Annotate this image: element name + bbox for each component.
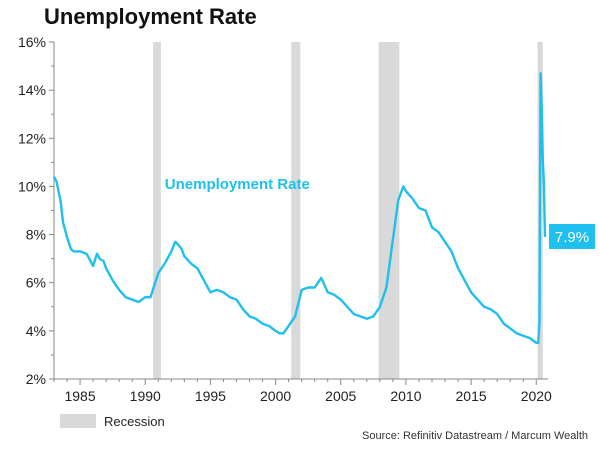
last-value-label: 7.9% xyxy=(555,229,589,246)
y-tick-label: 14% xyxy=(18,82,46,98)
series-line-unemployment-rate xyxy=(52,72,547,345)
y-tick-label: 4% xyxy=(26,323,46,339)
legend: Recession xyxy=(60,414,165,429)
x-tick-label: 2015 xyxy=(456,388,487,404)
annotations: Unemployment Rate 7.9% xyxy=(165,176,596,249)
x-tick-label: 2010 xyxy=(390,388,421,404)
recession-band xyxy=(153,42,161,379)
recession-band xyxy=(291,42,301,379)
recession-bands xyxy=(153,42,543,379)
x-tick-label: 2005 xyxy=(325,388,356,404)
legend-label-recession: Recession xyxy=(104,414,165,429)
legend-swatch-recession xyxy=(60,414,96,428)
source-note: Source: Refinitiv Datastream / Marcum We… xyxy=(362,430,588,442)
chart-title: Unemployment Rate xyxy=(44,4,257,29)
x-tick-label: 1990 xyxy=(130,388,161,404)
last-value-callout xyxy=(549,223,596,249)
y-tick-label: 12% xyxy=(18,130,46,146)
x-tick-label: 1985 xyxy=(64,388,95,404)
x-tick-label: 2000 xyxy=(260,388,291,404)
y-tick-label: 8% xyxy=(26,227,46,243)
series-layer xyxy=(52,72,547,345)
y-tick-label: 16% xyxy=(18,34,46,50)
x-tick-label: 2020 xyxy=(521,388,552,404)
y-tick-label: 6% xyxy=(26,275,46,291)
axes: 2% 4% 6% 8% 10% 12% 14% 16% 1985 1990 1995 2000 2005… xyxy=(18,34,552,404)
x-tick-label: 1995 xyxy=(195,388,226,404)
y-tick-label: 2% xyxy=(26,371,46,387)
series-label: Unemployment Rate xyxy=(165,176,310,193)
y-tick-label: 10% xyxy=(18,178,46,194)
